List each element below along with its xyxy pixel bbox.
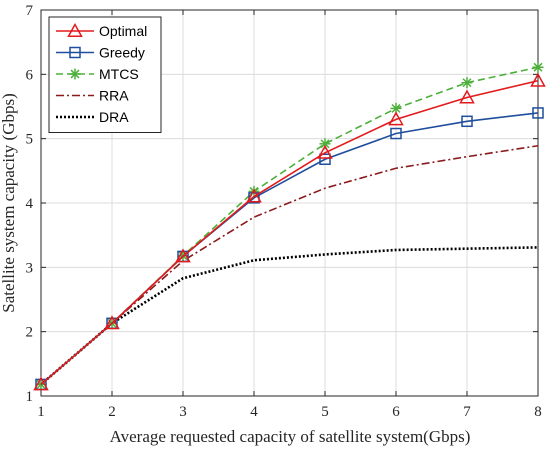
series-optimal bbox=[33, 72, 546, 391]
marker-stroke bbox=[320, 139, 330, 149]
marker-stroke bbox=[391, 103, 401, 113]
data-point-mtcs bbox=[532, 61, 544, 73]
x-tick-label: 1 bbox=[37, 404, 45, 420]
series-layer bbox=[33, 61, 546, 391]
x-axis-label: Average requested capacity of satellite … bbox=[110, 427, 471, 446]
y-tick-label: 3 bbox=[26, 260, 34, 276]
marker-stroke bbox=[70, 69, 80, 79]
legend-label-optimal: Optimal bbox=[99, 23, 147, 39]
legend-label-dra: DRA bbox=[99, 109, 129, 125]
axis-ticks: 1 2 3 4 5 6 7 8 1 2 3 4 5 6 7 bbox=[26, 3, 542, 420]
x-tick-label: 7 bbox=[463, 404, 471, 420]
series-rra bbox=[40, 144, 539, 386]
data-point-greedy bbox=[390, 127, 402, 140]
series-dra bbox=[40, 246, 539, 386]
y-axis-label: Satellite system capacity (Gbps) bbox=[0, 93, 18, 313]
y-tick-label: 2 bbox=[26, 325, 34, 341]
y-tick-label: 5 bbox=[26, 132, 34, 148]
data-point-optimal bbox=[317, 144, 333, 159]
y-tick-label: 7 bbox=[26, 3, 34, 19]
data-point-optimal bbox=[459, 89, 475, 104]
y-tick-label: 1 bbox=[26, 389, 34, 405]
data-point-optimal bbox=[530, 72, 546, 87]
series-line-optimal bbox=[40, 79, 539, 386]
legend-marker-greedy bbox=[69, 46, 81, 59]
data-point-greedy bbox=[532, 107, 544, 119]
y-tick-label: 6 bbox=[26, 67, 34, 83]
legend-marker-mtcs bbox=[69, 68, 81, 80]
data-point-optimal bbox=[246, 188, 262, 203]
data-point-optimal bbox=[175, 248, 191, 263]
legend-label-greedy: Greedy bbox=[99, 45, 145, 61]
marker-stroke bbox=[462, 78, 472, 88]
data-point-greedy bbox=[461, 115, 473, 128]
x-tick-label: 2 bbox=[108, 404, 116, 420]
data-point-optimal bbox=[388, 111, 404, 126]
legend-marker-optimal bbox=[67, 22, 83, 37]
x-tick-label: 5 bbox=[321, 404, 329, 420]
data-point-greedy bbox=[319, 153, 331, 166]
legend-label-rra: RRA bbox=[99, 88, 129, 104]
series-line-dra bbox=[40, 246, 539, 386]
x-tick-label: 4 bbox=[250, 404, 258, 420]
data-point-mtcs bbox=[461, 77, 473, 89]
x-tick-label: 3 bbox=[179, 404, 187, 420]
legend: Optimal Greedy MTCS RRA DRA bbox=[48, 16, 162, 133]
x-tick-label: 6 bbox=[392, 404, 400, 420]
series-line-rra bbox=[40, 144, 539, 386]
legend-label-mtcs: MTCS bbox=[99, 66, 139, 82]
y-tick-label: 4 bbox=[26, 196, 34, 212]
data-point-optimal bbox=[104, 315, 120, 330]
data-point-optimal bbox=[33, 376, 49, 391]
marker-stroke bbox=[533, 62, 543, 72]
x-tick-label: 8 bbox=[534, 404, 542, 420]
